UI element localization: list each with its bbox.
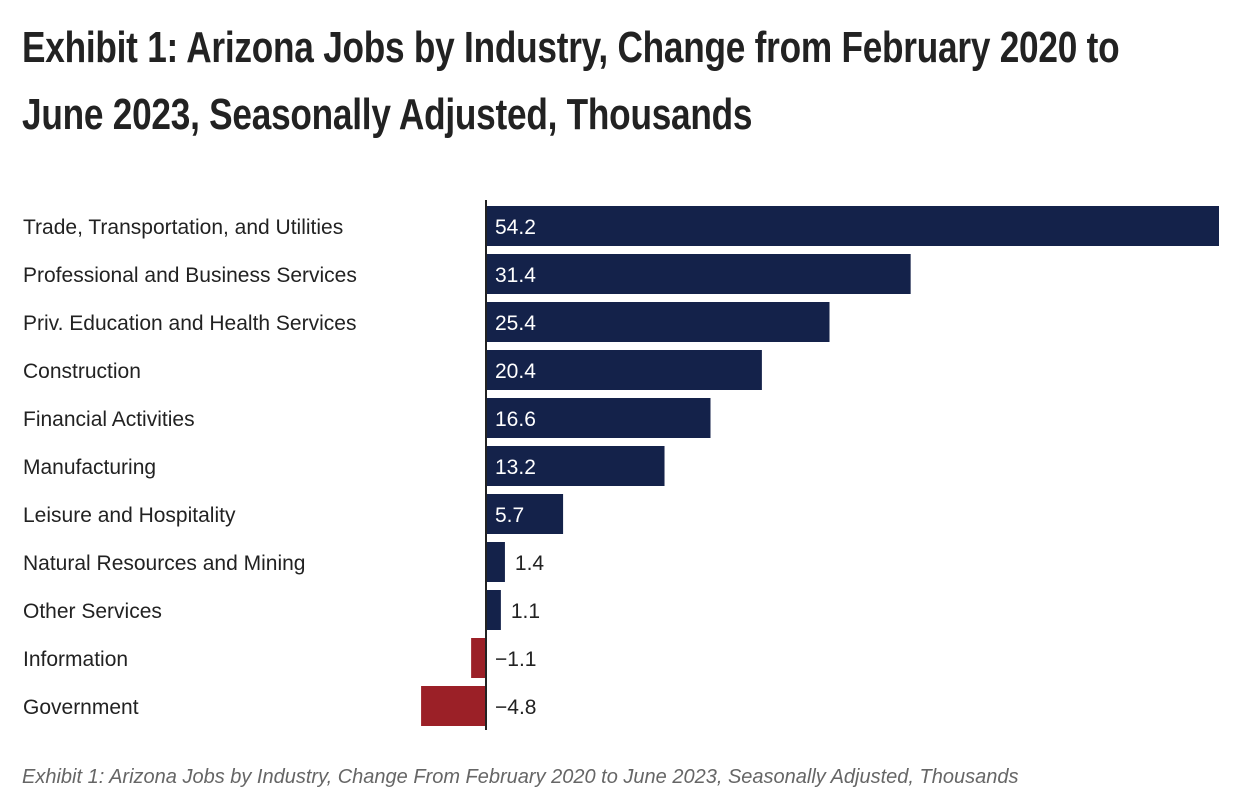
bar	[486, 206, 1219, 246]
category-label: Trade, Transportation, and Utilities	[23, 216, 343, 239]
category-label: Priv. Education and Health Services	[23, 312, 356, 335]
bar	[486, 494, 564, 534]
value-label: 13.2	[495, 456, 536, 479]
value-label: −4.8	[495, 696, 536, 719]
bar	[486, 398, 711, 438]
bar	[471, 638, 486, 678]
bar	[486, 590, 501, 630]
category-label: Government	[23, 696, 139, 719]
value-label: 31.4	[495, 264, 536, 287]
value-label: −1.1	[495, 648, 536, 671]
bar	[486, 350, 762, 390]
chart-title: Exhibit 1: Arizona Jobs by Industry, Cha…	[22, 23, 1120, 139]
category-label: Manufacturing	[23, 456, 156, 479]
bar	[486, 542, 505, 582]
value-label: 5.7	[495, 504, 524, 527]
value-label: 1.1	[511, 600, 540, 623]
bar	[486, 302, 830, 342]
bar	[421, 686, 486, 726]
chart-caption: Exhibit 1: Arizona Jobs by Industry, Cha…	[22, 766, 1019, 788]
value-label: 16.6	[495, 408, 536, 431]
category-label: Professional and Business Services	[23, 264, 357, 287]
bar	[486, 446, 665, 486]
category-label: Other Services	[23, 600, 162, 623]
category-label: Natural Resources and Mining	[23, 552, 305, 575]
value-label: 25.4	[495, 312, 536, 335]
category-label: Construction	[23, 360, 141, 383]
bar	[486, 254, 911, 294]
category-label: Financial Activities	[23, 408, 195, 431]
value-label: 54.2	[495, 216, 536, 239]
value-label: 20.4	[495, 360, 536, 383]
category-label: Leisure and Hospitality	[23, 504, 236, 527]
value-label: 1.4	[515, 552, 545, 575]
category-label: Information	[23, 648, 128, 671]
